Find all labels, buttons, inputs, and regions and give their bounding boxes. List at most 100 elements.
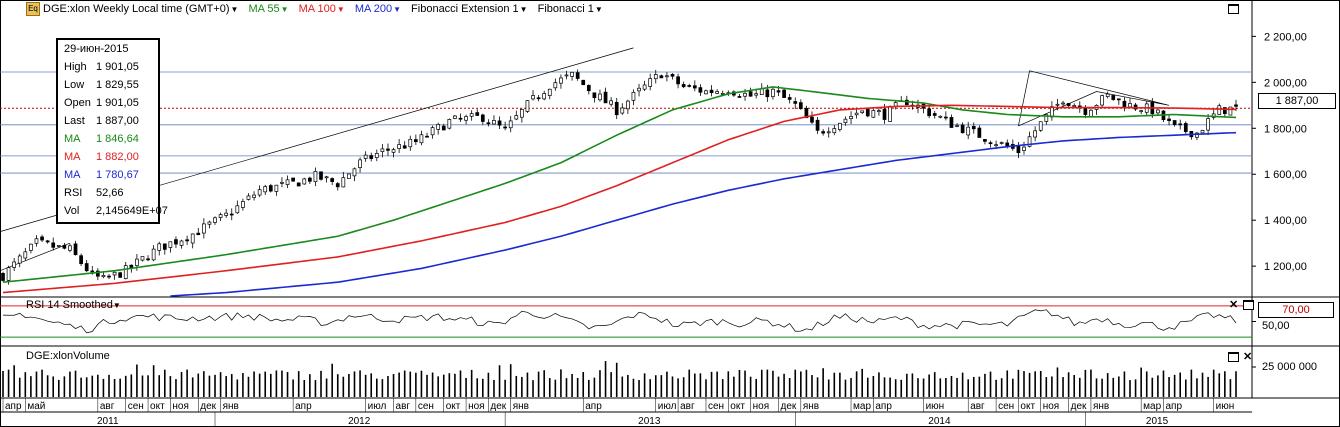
maximize-icon[interactable] xyxy=(1228,352,1239,362)
candle-body xyxy=(704,90,708,95)
info-high-value: 1 901,05 xyxy=(96,61,139,73)
candle-body xyxy=(291,177,295,182)
symbol-selector[interactable]: DGE:xlon Weekly Local time (GMT+0)▼ xyxy=(43,3,238,15)
candle-body xyxy=(129,264,134,268)
chevron-down-icon: ▼ xyxy=(280,5,289,14)
info-high: High 1 901,05 xyxy=(64,58,139,76)
close-icon[interactable]: ✕ xyxy=(1243,351,1253,363)
month-label: янв xyxy=(803,401,819,412)
candle-body xyxy=(162,243,167,250)
month-label: мар xyxy=(853,401,871,412)
candle-body xyxy=(720,93,725,95)
candle-body xyxy=(313,171,318,183)
equity-icon[interactable]: Eq xyxy=(26,2,40,16)
candle-body xyxy=(6,267,11,281)
candle-body xyxy=(280,182,284,184)
candle-body xyxy=(90,270,95,273)
month-label: дек xyxy=(200,401,216,412)
rsi-panel-title[interactable]: RSI 14 Smoothed▼ xyxy=(26,299,121,311)
month-label: авг xyxy=(100,401,115,412)
candle-body xyxy=(536,97,541,100)
candle-body xyxy=(994,144,998,147)
candle-body xyxy=(497,120,502,126)
candle-body xyxy=(642,84,647,90)
candle-body xyxy=(765,89,770,98)
candle-body xyxy=(709,89,714,94)
candle-body xyxy=(843,118,848,124)
info-ma100-label: MA xyxy=(64,151,81,163)
candle-body xyxy=(1016,145,1021,154)
candle-body xyxy=(553,82,558,89)
candle-body xyxy=(274,184,279,192)
maximize-icon[interactable] xyxy=(1228,4,1239,14)
candle-body xyxy=(168,241,173,248)
info-vol: Vol 2,145649E+07 xyxy=(64,202,168,220)
candle-body xyxy=(743,92,747,97)
maximize-icon[interactable] xyxy=(1243,300,1254,310)
candle-body xyxy=(1228,106,1233,116)
candle-body xyxy=(84,263,89,272)
candle-body xyxy=(386,148,390,151)
month-label: ноя xyxy=(172,401,189,412)
year-label: 2013 xyxy=(638,416,661,427)
ma55-indicator[interactable]: MA 55▼ xyxy=(248,3,288,15)
candle-body xyxy=(397,144,401,149)
candle-body xyxy=(1195,132,1199,138)
info-low-value: 1 829,55 xyxy=(96,79,139,91)
rsi-line xyxy=(2,309,1237,334)
candle-body xyxy=(29,243,33,251)
candle-body xyxy=(202,223,206,234)
candle-body xyxy=(486,122,491,125)
candle-body xyxy=(213,217,217,223)
candle-body xyxy=(754,93,759,96)
candle-body xyxy=(73,243,78,256)
candle-body xyxy=(246,195,251,200)
candle-body xyxy=(999,142,1004,144)
candle-body xyxy=(531,95,535,100)
candle-body xyxy=(492,120,496,125)
candle-body xyxy=(480,114,485,122)
candle-body xyxy=(408,138,413,148)
candle-body xyxy=(68,245,72,251)
close-icon[interactable]: ✕ xyxy=(1229,299,1239,311)
candle-body xyxy=(1033,130,1037,138)
candle-body xyxy=(586,85,591,92)
month-label: сен xyxy=(418,401,434,412)
info-ma55-label: MA xyxy=(64,133,81,145)
candle-body xyxy=(804,107,809,119)
candle-body xyxy=(955,125,959,127)
ma100-indicator[interactable]: MA 100▼ xyxy=(299,3,345,15)
candle-body xyxy=(771,88,775,97)
rsi-tick-label: 50,00 xyxy=(1262,320,1290,332)
candle-body xyxy=(966,126,971,136)
symbol-label: DGE:xlon Weekly Local time (GMT+0) xyxy=(43,3,230,15)
month-label: дек xyxy=(1071,401,1087,412)
candle-body xyxy=(380,148,385,153)
candle-body xyxy=(877,110,881,113)
month-label: июн xyxy=(926,401,945,412)
month-label: авг xyxy=(680,401,695,412)
year-label: 2014 xyxy=(928,416,951,427)
month-label: ноя xyxy=(1043,401,1060,412)
year-label: 2015 xyxy=(1146,416,1169,427)
fibonacci-extension-tool[interactable]: Fibonacci Extension 1▼ xyxy=(411,3,528,15)
fibonacci-tool[interactable]: Fibonacci 1▼ xyxy=(538,3,603,15)
month-label: окт xyxy=(150,401,165,412)
candle-body xyxy=(854,112,859,116)
candle-body xyxy=(174,239,178,245)
candle-body xyxy=(458,117,463,120)
candle-body xyxy=(1167,118,1171,122)
candle-body xyxy=(1222,107,1227,115)
candle-body xyxy=(1100,95,1104,106)
candle-body xyxy=(598,93,602,101)
chart-toolbar: Eq DGE:xlon Weekly Local time (GMT+0)▼ M… xyxy=(0,0,1250,18)
candle-body xyxy=(581,79,586,86)
price-tick-label: 1 400,00 xyxy=(1264,215,1307,227)
candle-body xyxy=(882,108,887,120)
ma55-label: MA 55 xyxy=(248,3,280,15)
ma200-indicator[interactable]: MA 200▼ xyxy=(355,3,401,15)
volume-panel-title[interactable]: DGE:xlonVolume xyxy=(26,350,110,362)
info-vol-value: 2,145649E+07 xyxy=(96,205,168,217)
candle-body xyxy=(157,243,162,251)
